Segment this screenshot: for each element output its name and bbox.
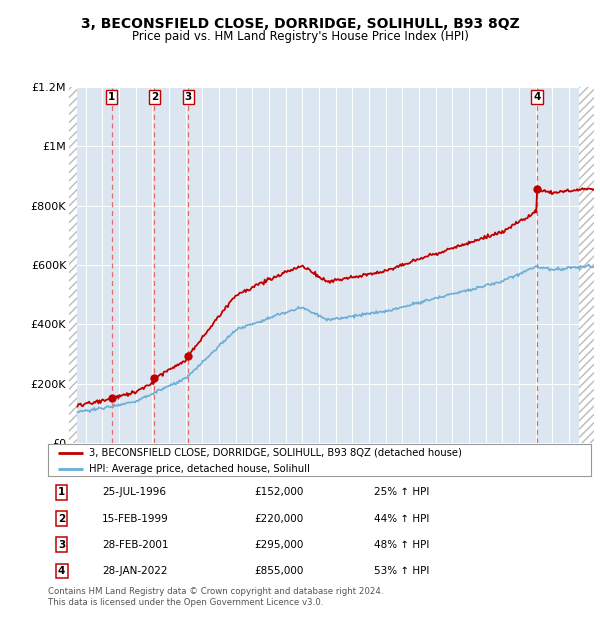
Bar xyxy=(579,87,594,443)
Text: HPI: Average price, detached house, Solihull: HPI: Average price, detached house, Soli… xyxy=(89,464,310,474)
Text: 48% ↑ HPI: 48% ↑ HPI xyxy=(374,540,429,550)
Text: £855,000: £855,000 xyxy=(254,566,304,576)
Text: £295,000: £295,000 xyxy=(254,540,304,550)
Text: 25% ↑ HPI: 25% ↑ HPI xyxy=(374,487,429,497)
Text: Contains HM Land Registry data © Crown copyright and database right 2024.
This d: Contains HM Land Registry data © Crown c… xyxy=(48,587,383,606)
Text: 44% ↑ HPI: 44% ↑ HPI xyxy=(374,513,429,523)
Text: 25-JUL-1996: 25-JUL-1996 xyxy=(103,487,166,497)
Bar xyxy=(69,87,77,443)
Text: 28-FEB-2001: 28-FEB-2001 xyxy=(103,540,169,550)
Text: 53% ↑ HPI: 53% ↑ HPI xyxy=(374,566,429,576)
Text: Price paid vs. HM Land Registry's House Price Index (HPI): Price paid vs. HM Land Registry's House … xyxy=(131,30,469,43)
Text: 4: 4 xyxy=(533,92,541,102)
Text: 2: 2 xyxy=(58,513,65,523)
Text: 3, BECONSFIELD CLOSE, DORRIDGE, SOLIHULL, B93 8QZ: 3, BECONSFIELD CLOSE, DORRIDGE, SOLIHULL… xyxy=(80,17,520,32)
Text: 2: 2 xyxy=(151,92,158,102)
Text: 3, BECONSFIELD CLOSE, DORRIDGE, SOLIHULL, B93 8QZ (detached house): 3, BECONSFIELD CLOSE, DORRIDGE, SOLIHULL… xyxy=(89,448,461,458)
Text: 15-FEB-1999: 15-FEB-1999 xyxy=(103,513,169,523)
Text: 3: 3 xyxy=(185,92,192,102)
Text: 1: 1 xyxy=(108,92,115,102)
Text: 3: 3 xyxy=(58,540,65,550)
Text: 28-JAN-2022: 28-JAN-2022 xyxy=(103,566,168,576)
Text: £152,000: £152,000 xyxy=(254,487,304,497)
Text: 1: 1 xyxy=(58,487,65,497)
Text: £220,000: £220,000 xyxy=(254,513,304,523)
Text: 4: 4 xyxy=(58,566,65,576)
